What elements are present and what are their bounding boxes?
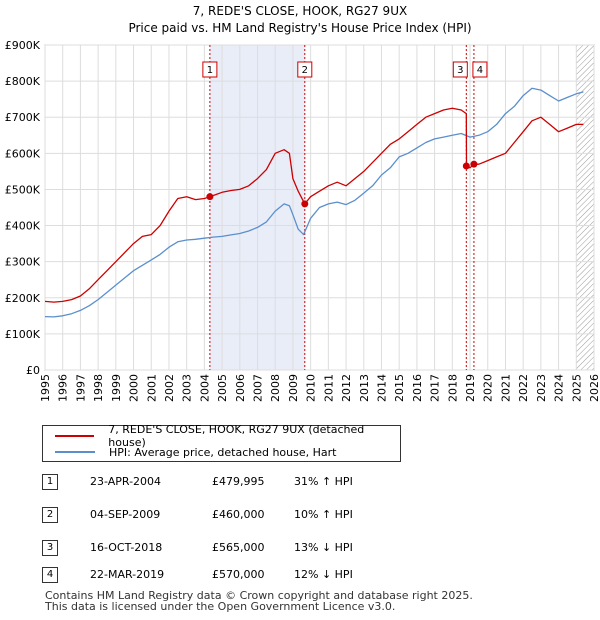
sale-hpi-delta: 13% ↓ HPI	[294, 541, 353, 554]
x-tick-label: 2017	[429, 374, 442, 402]
sale-marker-label: 2	[302, 65, 308, 76]
sale-point	[301, 200, 309, 208]
sale-row: 1 23-APR-2004 £479,995 31% ↑ HPI	[42, 474, 402, 490]
x-tick-label: 2016	[411, 374, 424, 402]
sale-number-badge: 1	[42, 474, 58, 490]
x-tick-label: 2005	[216, 374, 229, 402]
sale-point	[206, 193, 214, 201]
sale-date: 22-MAR-2019	[90, 568, 165, 581]
x-tick-label: 1997	[74, 374, 87, 402]
x-tick-label: 1996	[57, 374, 70, 402]
y-tick-label: £100K	[5, 328, 41, 341]
legend-swatch-hpi	[55, 451, 95, 453]
y-tick-label: £900K	[5, 39, 41, 52]
sale-marker-label: 1	[207, 65, 213, 76]
x-tick-label: 2008	[269, 374, 282, 402]
x-tick-label: 2003	[181, 374, 194, 402]
sale-hpi-delta: 10% ↑ HPI	[294, 508, 353, 521]
x-tick-label: 1999	[110, 374, 123, 402]
property-price-line	[44, 107, 584, 303]
sale-price: £570,000	[212, 568, 265, 581]
x-tick-label: 2006	[234, 374, 247, 402]
sale-row: 3 16-OCT-2018 £565,000 13% ↓ HPI	[42, 540, 402, 556]
y-tick-label: £800K	[5, 75, 41, 88]
x-tick-label: 1998	[92, 374, 105, 402]
legend-label-property: 7, REDE'S CLOSE, HOOK, RG27 9UX (detache…	[108, 423, 365, 449]
x-tick-label: 2000	[128, 374, 141, 402]
legend-item-hpi: HPI: Average price, detached house, Hart	[55, 444, 336, 460]
forecast-hatch	[576, 45, 594, 370]
footer: Contains HM Land Registry data © Crown c…	[45, 590, 473, 612]
y-tick-label: £600K	[5, 147, 41, 160]
sale-marker-box	[472, 61, 488, 78]
footer-licence: This data is licensed under the Open Gov…	[45, 600, 396, 613]
x-tick-label: 2004	[198, 374, 211, 402]
x-tick-label: 2018	[446, 374, 459, 402]
x-tick-label: 2001	[145, 374, 158, 402]
legend: 7, REDE'S CLOSE, HOOK, RG27 9UX (detache…	[42, 423, 401, 462]
sale-marker-box	[452, 61, 468, 78]
x-tick-label: 2019	[464, 374, 477, 402]
x-tick-label: 2021	[499, 374, 512, 402]
x-tick-label: 2024	[553, 374, 566, 402]
sale-point	[462, 162, 470, 170]
sale-price: £565,000	[212, 541, 265, 554]
sale-marker-box	[297, 61, 313, 78]
sale-date: 16-OCT-2018	[90, 541, 163, 554]
x-tick-label: 2023	[535, 374, 548, 402]
x-tick-label: 2026	[588, 374, 600, 402]
x-tick-label: 2025	[570, 374, 583, 402]
sale-marker-label: 3	[457, 65, 463, 76]
sale-date: 23-APR-2004	[90, 475, 162, 488]
sale-price: £479,995	[212, 475, 265, 488]
y-tick-label: £500K	[5, 183, 41, 196]
legend-label-hpi: HPI: Average price, detached house, Hart	[109, 445, 337, 459]
x-tick-label: 2009	[287, 374, 300, 402]
y-tick-label: £0	[26, 364, 40, 377]
sale-number-badge: 4	[42, 567, 58, 583]
sale-hpi-delta: 31% ↑ HPI	[294, 475, 353, 488]
x-tick-label: 2013	[358, 374, 371, 402]
sale-point	[470, 160, 478, 168]
chart-subtitle: Price paid vs. HM Land Registry's House …	[128, 21, 472, 35]
x-tick-label: 2002	[163, 374, 176, 402]
sale-date: 04-SEP-2009	[90, 508, 161, 521]
x-tick-label: 2014	[375, 374, 388, 402]
sale-row: 2 04-SEP-2009 £460,000 10% ↑ HPI	[42, 507, 402, 523]
x-tick-label: 2020	[482, 374, 495, 402]
hpi-line	[44, 87, 584, 318]
legend-item-property: 7, REDE'S CLOSE, HOOK, RG27 9UX (detache…	[55, 423, 400, 449]
sale-number-badge: 3	[42, 540, 58, 556]
chart-title: 7, REDE'S CLOSE, HOOK, RG27 9UX	[192, 4, 408, 18]
sale-price: £460,000	[212, 508, 265, 521]
x-tick-label: 2011	[322, 374, 335, 402]
sale-hpi-delta: 12% ↓ HPI	[294, 568, 353, 581]
x-tick-label: 2012	[340, 374, 353, 402]
chart: £0 £100K £200K £300K £400K £500K £600K £700K £80…	[5, 39, 600, 402]
sale-row: 4 22-MAR-2019 £570,000 12% ↓ HPI	[42, 567, 402, 583]
sale-marker-box	[202, 61, 218, 78]
x-tick-label: 2022	[517, 374, 530, 402]
y-tick-label: £200K	[5, 292, 41, 305]
x-tick-label: 2015	[393, 374, 406, 402]
y-tick-label: £700K	[5, 111, 41, 124]
sale-marker-label: 4	[477, 65, 483, 76]
sale-number-badge: 2	[42, 507, 58, 523]
x-tick-label: 1995	[39, 374, 52, 402]
legend-swatch-property	[55, 435, 95, 437]
y-tick-label: £300K	[5, 256, 41, 269]
x-tick-label: 2007	[252, 374, 265, 402]
footer-copyright: Contains HM Land Registry data © Crown c…	[45, 589, 473, 602]
y-tick-label: £400K	[5, 220, 41, 233]
x-tick-label: 2010	[305, 374, 318, 402]
